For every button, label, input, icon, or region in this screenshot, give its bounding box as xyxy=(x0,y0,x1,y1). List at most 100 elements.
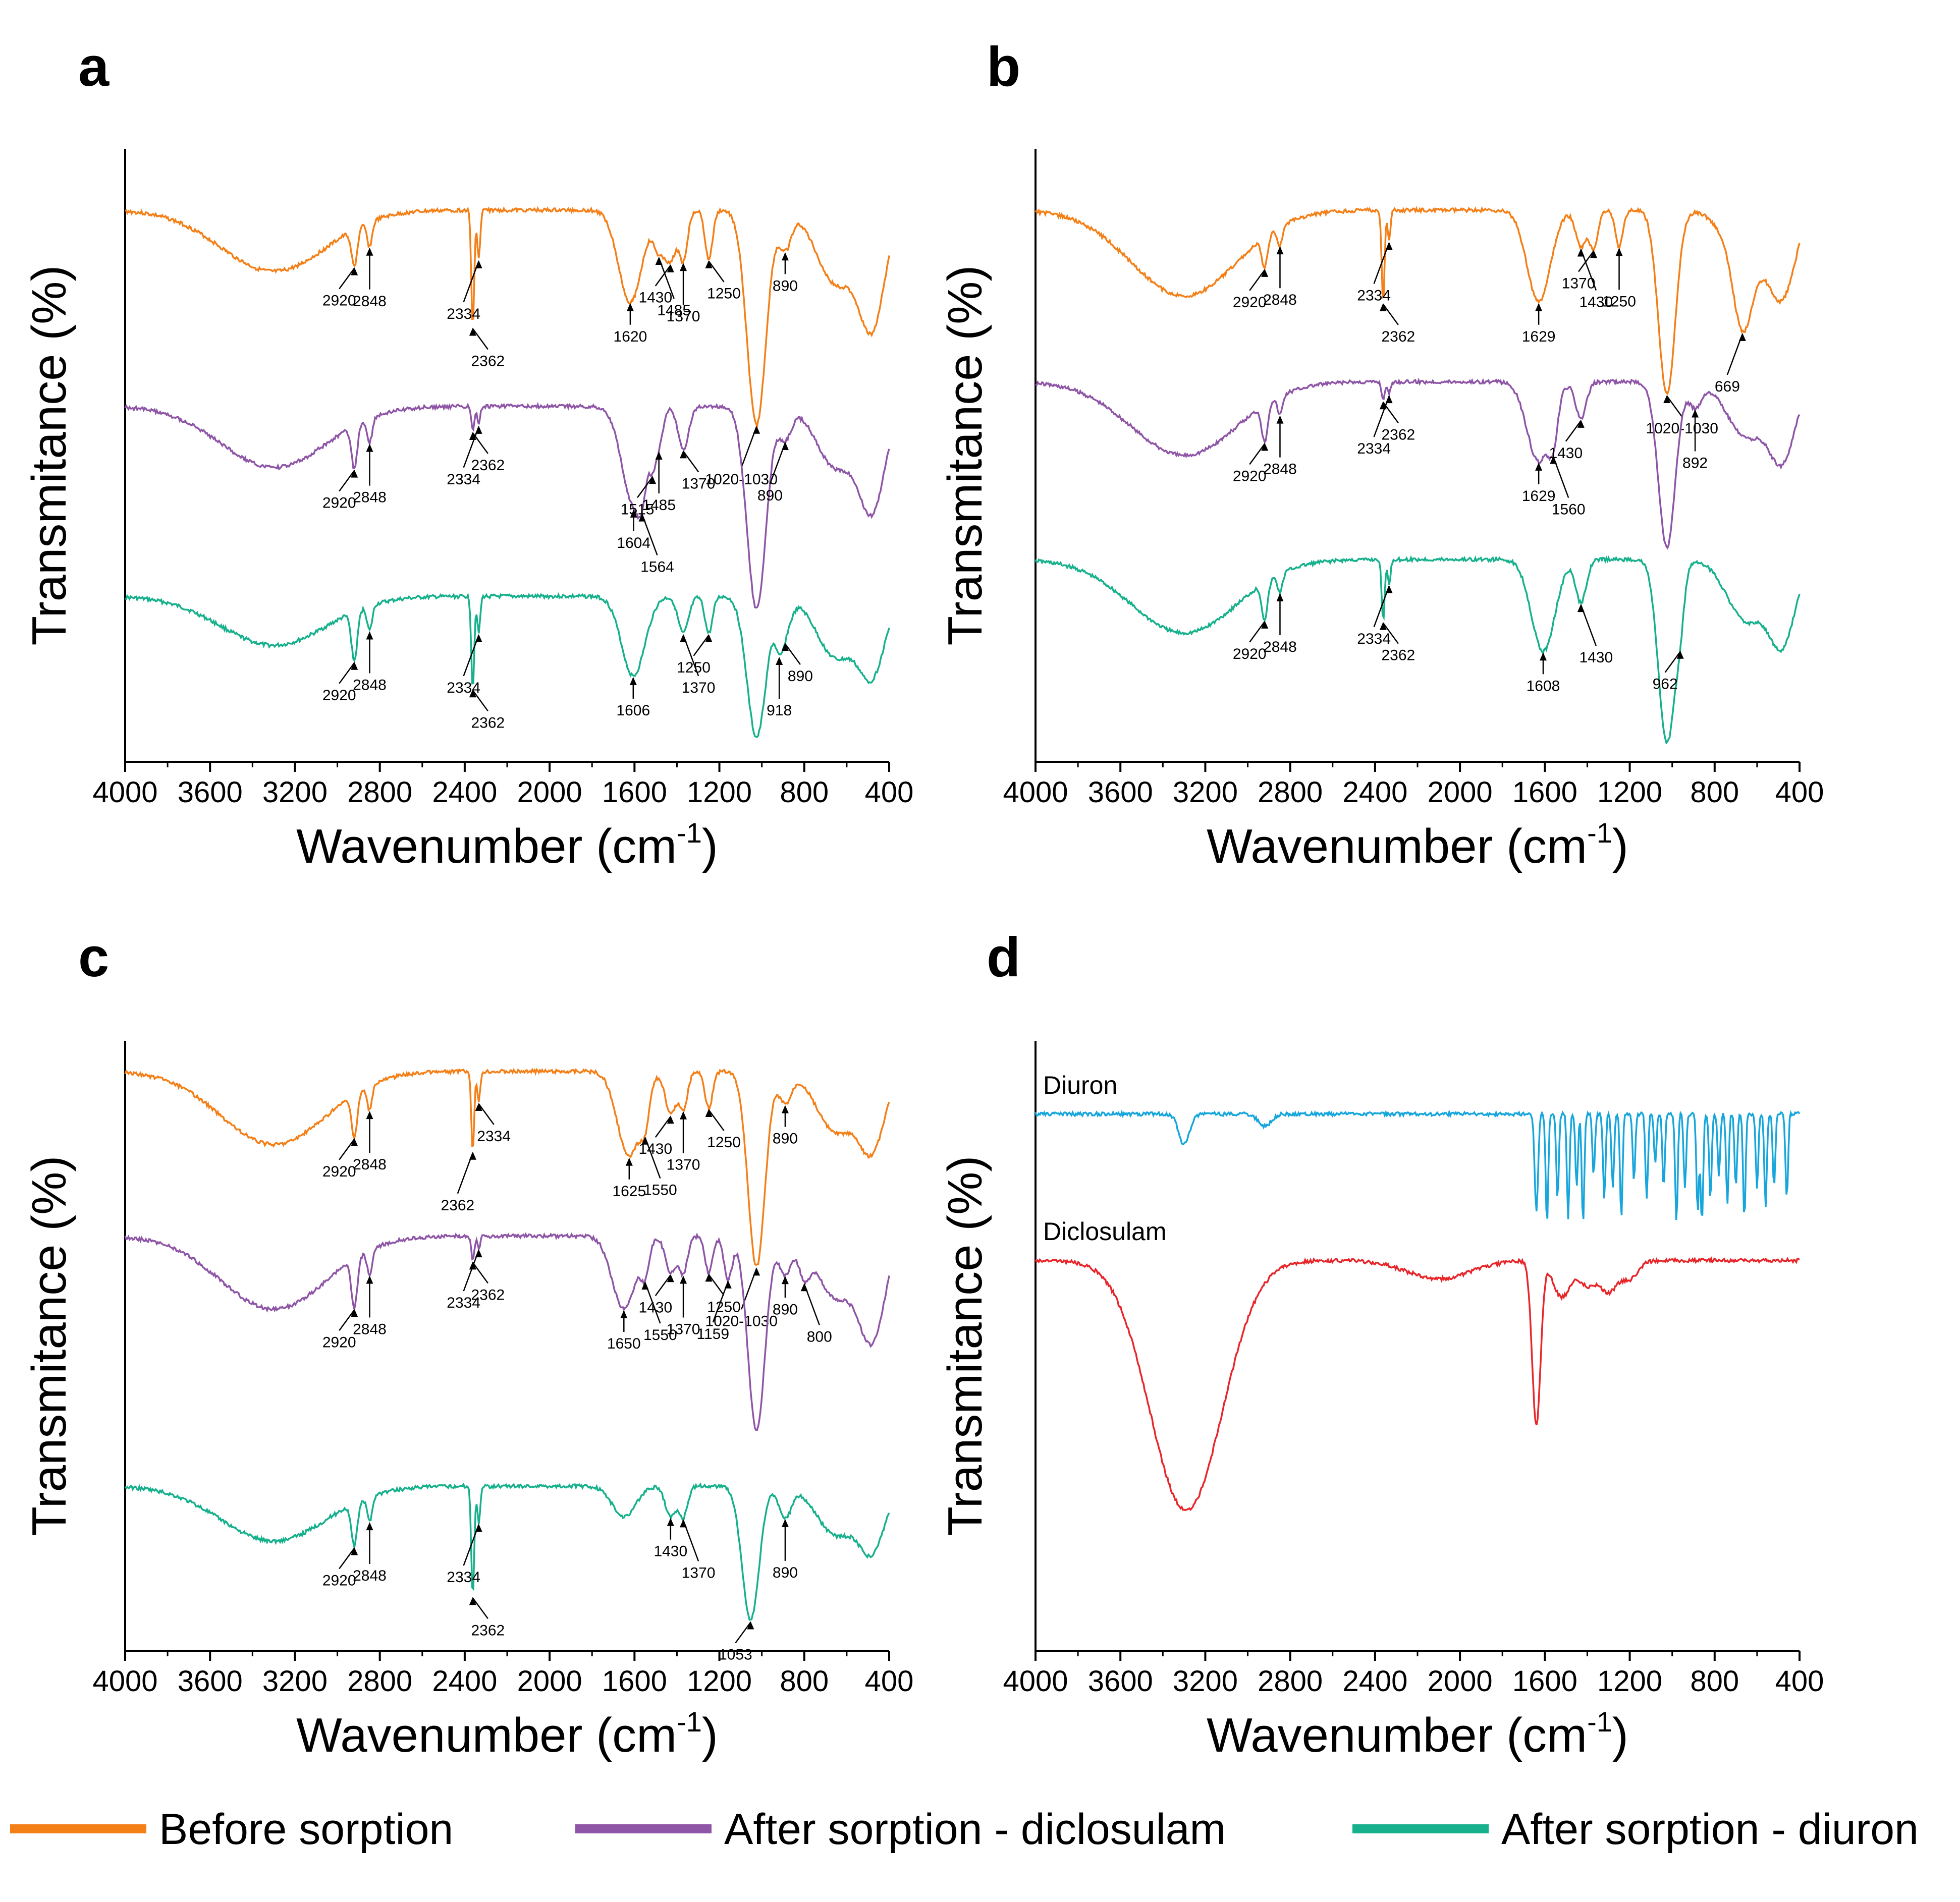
peak-label: 2362 xyxy=(471,714,505,731)
peak-arrowhead xyxy=(680,1275,687,1284)
peak-arrowhead xyxy=(781,1519,789,1527)
peak-label: 2362 xyxy=(471,353,505,369)
x-tick-label: 2800 xyxy=(1258,776,1323,809)
panel-b: b 4000 3600 3200 2800 2400 2000 1600 1200 800 400 W… xyxy=(938,36,1824,873)
peak-arrow xyxy=(339,470,355,492)
peak-arrowhead xyxy=(1577,419,1585,428)
x-tick-label: 2000 xyxy=(517,1665,582,1698)
x-tick-label: 1200 xyxy=(1597,1665,1662,1698)
x-tick-label: 800 xyxy=(1690,1665,1739,1698)
x-tick-label: 2400 xyxy=(432,776,497,809)
peak-label: 1250 xyxy=(707,1134,741,1151)
peak-arrowhead xyxy=(475,260,482,268)
peak-label: 2362 xyxy=(471,1622,505,1639)
x-tick-label: 4000 xyxy=(1003,1665,1068,1698)
legend-label: After sorption - diclosulam xyxy=(724,1805,1226,1854)
peak-arrowhead xyxy=(667,1274,674,1282)
x-axis-title-main: Wavenumber (cm xyxy=(1207,819,1587,873)
peak-arrowhead xyxy=(351,267,358,275)
peak-arrow xyxy=(1565,420,1582,442)
peak-label: 1370 xyxy=(1562,275,1596,292)
peak-label: 1430 xyxy=(1579,294,1613,310)
x-tick-label: 3600 xyxy=(1088,1665,1153,1698)
peak-arrowhead xyxy=(667,1115,674,1124)
peak-arrowhead xyxy=(469,1151,476,1160)
x-axis-title: Wavenumber (cm-1) xyxy=(1207,1706,1628,1762)
peak-label: 1430 xyxy=(1549,445,1583,462)
series-line xyxy=(124,1232,890,1431)
x-tick-label: 800 xyxy=(1690,776,1739,809)
series-line xyxy=(124,1068,890,1266)
peak-label: 2362 xyxy=(1381,328,1415,345)
legend-item: After sorption - diclosulam xyxy=(575,1805,1226,1854)
peak-arrowhead xyxy=(1738,332,1746,341)
peak-label: 2362 xyxy=(441,1197,474,1214)
x-tick-label: 1600 xyxy=(1512,776,1577,809)
panel-a: a 4000 3600 3200 2800 2400 2000 1600 1200 800 400 W… xyxy=(22,36,913,873)
peak-label: 1608 xyxy=(1527,678,1560,694)
peak-arrowhead xyxy=(475,1249,482,1258)
peak-label: 2920 xyxy=(322,293,356,309)
peak-arrowhead xyxy=(705,634,713,642)
peak-arrowhead xyxy=(781,643,789,651)
peak-arrow xyxy=(339,1547,355,1570)
peak-arrowhead xyxy=(680,450,687,459)
peak-label: 2362 xyxy=(471,457,505,474)
peak-label: 2362 xyxy=(471,1286,505,1303)
peak-label: 962 xyxy=(1653,676,1678,693)
peak-arrowhead xyxy=(351,1547,358,1555)
series-name-label: Diclosulam xyxy=(1043,1217,1167,1246)
peak-label: 2848 xyxy=(353,677,387,694)
peak-label: 2920 xyxy=(1233,294,1267,311)
peak-label: 890 xyxy=(773,277,798,294)
panel-letter: b xyxy=(987,36,1020,98)
peak-label: 1430 xyxy=(638,1299,672,1316)
series-line xyxy=(1035,1109,1801,1220)
peak-arrowhead xyxy=(800,1283,808,1292)
x-tick-label: 2400 xyxy=(1342,1665,1407,1698)
x-axis-title-close: ) xyxy=(1612,1708,1628,1762)
peak-label: 1370 xyxy=(682,1564,716,1581)
x-tick-label: 4000 xyxy=(1003,776,1068,809)
peak-arrowhead xyxy=(655,257,663,265)
peak-label: 890 xyxy=(773,1301,798,1318)
peak-label: 2920 xyxy=(1233,468,1267,485)
series-line xyxy=(1035,377,1801,550)
x-axis-title-sup: -1 xyxy=(1587,817,1612,849)
peak-arrowhead xyxy=(366,247,373,256)
series-name-label: Diuron xyxy=(1043,1071,1117,1099)
peak-arrowhead xyxy=(366,1522,373,1531)
peak-label: 1604 xyxy=(617,535,650,551)
peak-label: 2334 xyxy=(1357,631,1391,647)
peak-arrowhead xyxy=(667,1518,674,1526)
x-tick-label: 400 xyxy=(1775,776,1824,809)
peak-arrow xyxy=(339,1139,355,1160)
peak-arrow xyxy=(708,1274,725,1296)
peak-label: 2848 xyxy=(1263,639,1297,655)
peak-label: 918 xyxy=(767,702,792,719)
peak-arrowhead xyxy=(1676,650,1684,659)
peak-arrowhead xyxy=(1535,303,1543,311)
peak-label: 2334 xyxy=(447,1569,480,1586)
x-tick-label: 3200 xyxy=(262,776,328,809)
peak-arrowhead xyxy=(1539,652,1547,661)
series-line xyxy=(124,402,890,609)
peak-arrowhead xyxy=(1590,250,1598,258)
x-axis-title-close: ) xyxy=(702,1708,718,1762)
peak-label: 1370 xyxy=(682,680,716,696)
peak-label: 2848 xyxy=(1263,461,1297,478)
peak-label: 2334 xyxy=(447,471,480,488)
x-tick-label: 2400 xyxy=(1342,776,1407,809)
peak-arrow xyxy=(735,1621,751,1644)
peak-arrowhead xyxy=(469,1597,476,1605)
peak-arrowhead xyxy=(705,1108,713,1117)
peak-arrowhead xyxy=(776,656,783,665)
x-axis-title-close: ) xyxy=(1612,819,1628,873)
x-tick-label: 1600 xyxy=(602,1665,667,1698)
y-axis-title: Transmitance (%) xyxy=(22,265,76,646)
peak-arrowhead xyxy=(625,1157,633,1166)
peak-arrowhead xyxy=(629,677,637,685)
peak-label: 890 xyxy=(788,668,813,685)
peak-arrowhead xyxy=(366,1111,373,1120)
peak-arrowhead xyxy=(1550,456,1557,464)
